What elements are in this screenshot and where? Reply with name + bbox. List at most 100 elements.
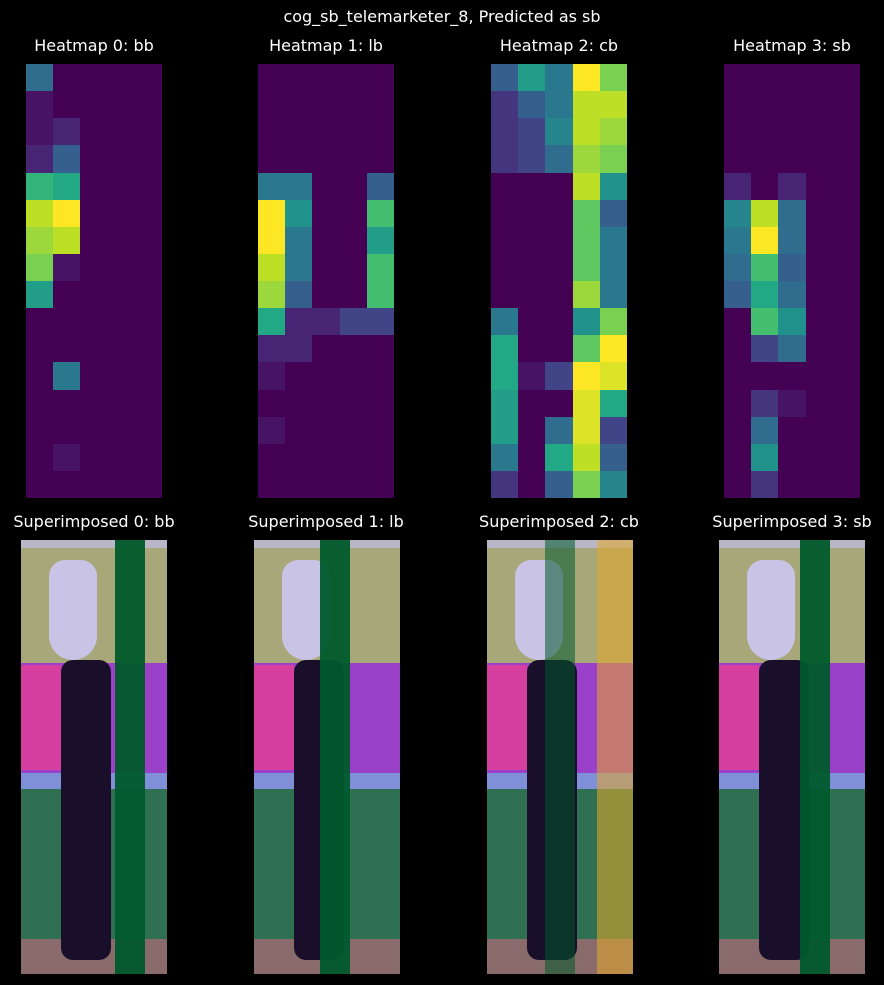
heatmap-3-cell-r9-c3 [805, 308, 833, 336]
heatmap-1-cell-r1-c1 [285, 91, 313, 119]
heatmap-1-cell-r3-c4 [366, 145, 394, 173]
heatmap-1-cell-r8-c1 [285, 281, 313, 309]
heatmap-2-cell-r2-c1 [518, 118, 546, 146]
heatmap-1-cell-r12-c1 [285, 389, 313, 417]
heatmap-1-cell-r10-c3 [339, 335, 367, 363]
heatmap-3-cell-r4-c1 [751, 172, 779, 200]
heatmap-0-cell-r1-c4 [134, 91, 162, 119]
heatmap-3-cell-r1-c3 [805, 91, 833, 119]
heatmap-2-cell-r12-c1 [518, 389, 546, 417]
heatmap-0-cell-r7-c1 [53, 253, 81, 281]
heatmap-0-cell-r7-c3 [107, 253, 135, 281]
heatmap-3-cell-r1-c1 [751, 91, 779, 119]
heatmap-1-cell-r6-c0 [258, 226, 286, 254]
heatmap-3-cell-r7-c3 [805, 253, 833, 281]
heatmap-2-cell-r7-c4 [599, 253, 627, 281]
heatmap-2-cell-r12-c3 [572, 389, 600, 417]
heatmap-0-cell-r2-c1 [53, 118, 81, 146]
heatmap-2-cell-r13-c1 [518, 416, 546, 444]
heatmap-2-cell-r8-c1 [518, 281, 546, 309]
heatmap-1-cell-r8-c4 [366, 281, 394, 309]
heatmap-3-cell-r12-c3 [805, 389, 833, 417]
heatmap-1-cell-r5-c1 [285, 199, 313, 227]
heatmap-1-cell-r12-c0 [258, 389, 286, 417]
heatmap-3-cell-r10-c1 [751, 335, 779, 363]
superimposed-3-accent [719, 665, 759, 770]
heatmap-2-cell-r9-c1 [518, 308, 546, 336]
heatmap-0-cell-r5-c4 [134, 199, 162, 227]
heatmap-1-cell-r11-c0 [258, 362, 286, 390]
heatmap-0-cell-r4-c2 [80, 172, 108, 200]
heatmap-2-cell-r8-c4 [599, 281, 627, 309]
heatmap-1-cell-r5-c4 [366, 199, 394, 227]
heatmap-3 [724, 64, 860, 498]
heatmap-3-cell-r6-c4 [832, 226, 860, 254]
heatmap-0-cell-r14-c4 [134, 443, 162, 471]
heatmap-0-cell-r2-c3 [107, 118, 135, 146]
heatmap-3-cell-r8-c3 [805, 281, 833, 309]
heatmap-0-cell-r15-c0 [26, 470, 54, 498]
heatmap-0-cell-r0-c3 [107, 64, 135, 92]
heatmap-1-cell-r3-c3 [339, 145, 367, 173]
heatmap-0-cell-r0-c1 [53, 64, 81, 92]
heatmap-3-cell-r15-c2 [778, 470, 806, 498]
heatmap-0-cell-r12-c4 [134, 389, 162, 417]
heatmap-0-cell-r1-c2 [80, 91, 108, 119]
superimposed-image-2 [487, 540, 633, 974]
heatmap-0-cell-r3-c3 [107, 145, 135, 173]
heatmap-1-cell-r2-c2 [312, 118, 340, 146]
heatmap-2-cell-r15-c1 [518, 470, 546, 498]
heatmap-3-cell-r9-c4 [832, 308, 860, 336]
heatmap-3-cell-r11-c0 [724, 362, 752, 390]
heatmap-2-cell-r5-c0 [491, 199, 519, 227]
heatmap-3-cell-r14-c1 [751, 443, 779, 471]
heatmap-0-cell-r2-c0 [26, 118, 54, 146]
heatmap-2-cell-r0-c1 [518, 64, 546, 92]
heatmap-2-cell-r3-c1 [518, 145, 546, 173]
heatmap-3-cell-r8-c2 [778, 281, 806, 309]
heatmap-2-cell-r10-c1 [518, 335, 546, 363]
heatmap-0-cell-r9-c4 [134, 308, 162, 336]
heatmap-1-cell-r3-c1 [285, 145, 313, 173]
heatmap-2-cell-r6-c3 [572, 226, 600, 254]
heatmap-2-cell-r11-c0 [491, 362, 519, 390]
heatmap-3-cell-r6-c0 [724, 226, 752, 254]
heatmap-3-cell-r3-c0 [724, 145, 752, 173]
heatmap-3-cell-r7-c2 [778, 253, 806, 281]
heatmap-0-cell-r9-c1 [53, 308, 81, 336]
heatmap-3-cell-r6-c3 [805, 226, 833, 254]
heatmap-2-cell-r5-c3 [572, 199, 600, 227]
superimposed-3-head [747, 560, 795, 660]
heatmap-2-cell-r4-c0 [491, 172, 519, 200]
superimposed-0-stripe [115, 540, 145, 974]
heatmap-0-cell-r11-c3 [107, 362, 135, 390]
heatmap-0-cell-r10-c2 [80, 335, 108, 363]
heatmap-3-cell-r14-c4 [832, 443, 860, 471]
heatmap-1-cell-r5-c2 [312, 199, 340, 227]
heatmap-3-cell-r13-c2 [778, 416, 806, 444]
heatmap-3-cell-r0-c0 [724, 64, 752, 92]
heatmap-2-cell-r10-c3 [572, 335, 600, 363]
heatmap-3-cell-r8-c0 [724, 281, 752, 309]
heatmap-1-cell-r1-c2 [312, 91, 340, 119]
heatmap-2-cell-r4-c4 [599, 172, 627, 200]
heatmap-3-cell-r12-c1 [751, 389, 779, 417]
heatmap-3-title: Heatmap 3: sb [733, 36, 851, 55]
superimposed-2-accent [487, 665, 527, 770]
heatmap-0-cell-r6-c0 [26, 226, 54, 254]
heatmap-1-cell-r13-c4 [366, 416, 394, 444]
heatmap-0-cell-r4-c0 [26, 172, 54, 200]
heatmap-1-cell-r10-c0 [258, 335, 286, 363]
heatmap-2-cell-r11-c2 [545, 362, 573, 390]
heatmap-1-cell-r5-c3 [339, 199, 367, 227]
heatmap-1-cell-r13-c2 [312, 416, 340, 444]
heatmap-3-cell-r10-c0 [724, 335, 752, 363]
heatmap-1-cell-r7-c4 [366, 253, 394, 281]
heatmap-1-cell-r11-c2 [312, 362, 340, 390]
heatmap-3-cell-r9-c1 [751, 308, 779, 336]
heatmap-3-cell-r1-c0 [724, 91, 752, 119]
heatmap-1-cell-r2-c0 [258, 118, 286, 146]
heatmap-1-cell-r4-c4 [366, 172, 394, 200]
heatmap-3-cell-r13-c1 [751, 416, 779, 444]
heatmap-1-cell-r12-c4 [366, 389, 394, 417]
